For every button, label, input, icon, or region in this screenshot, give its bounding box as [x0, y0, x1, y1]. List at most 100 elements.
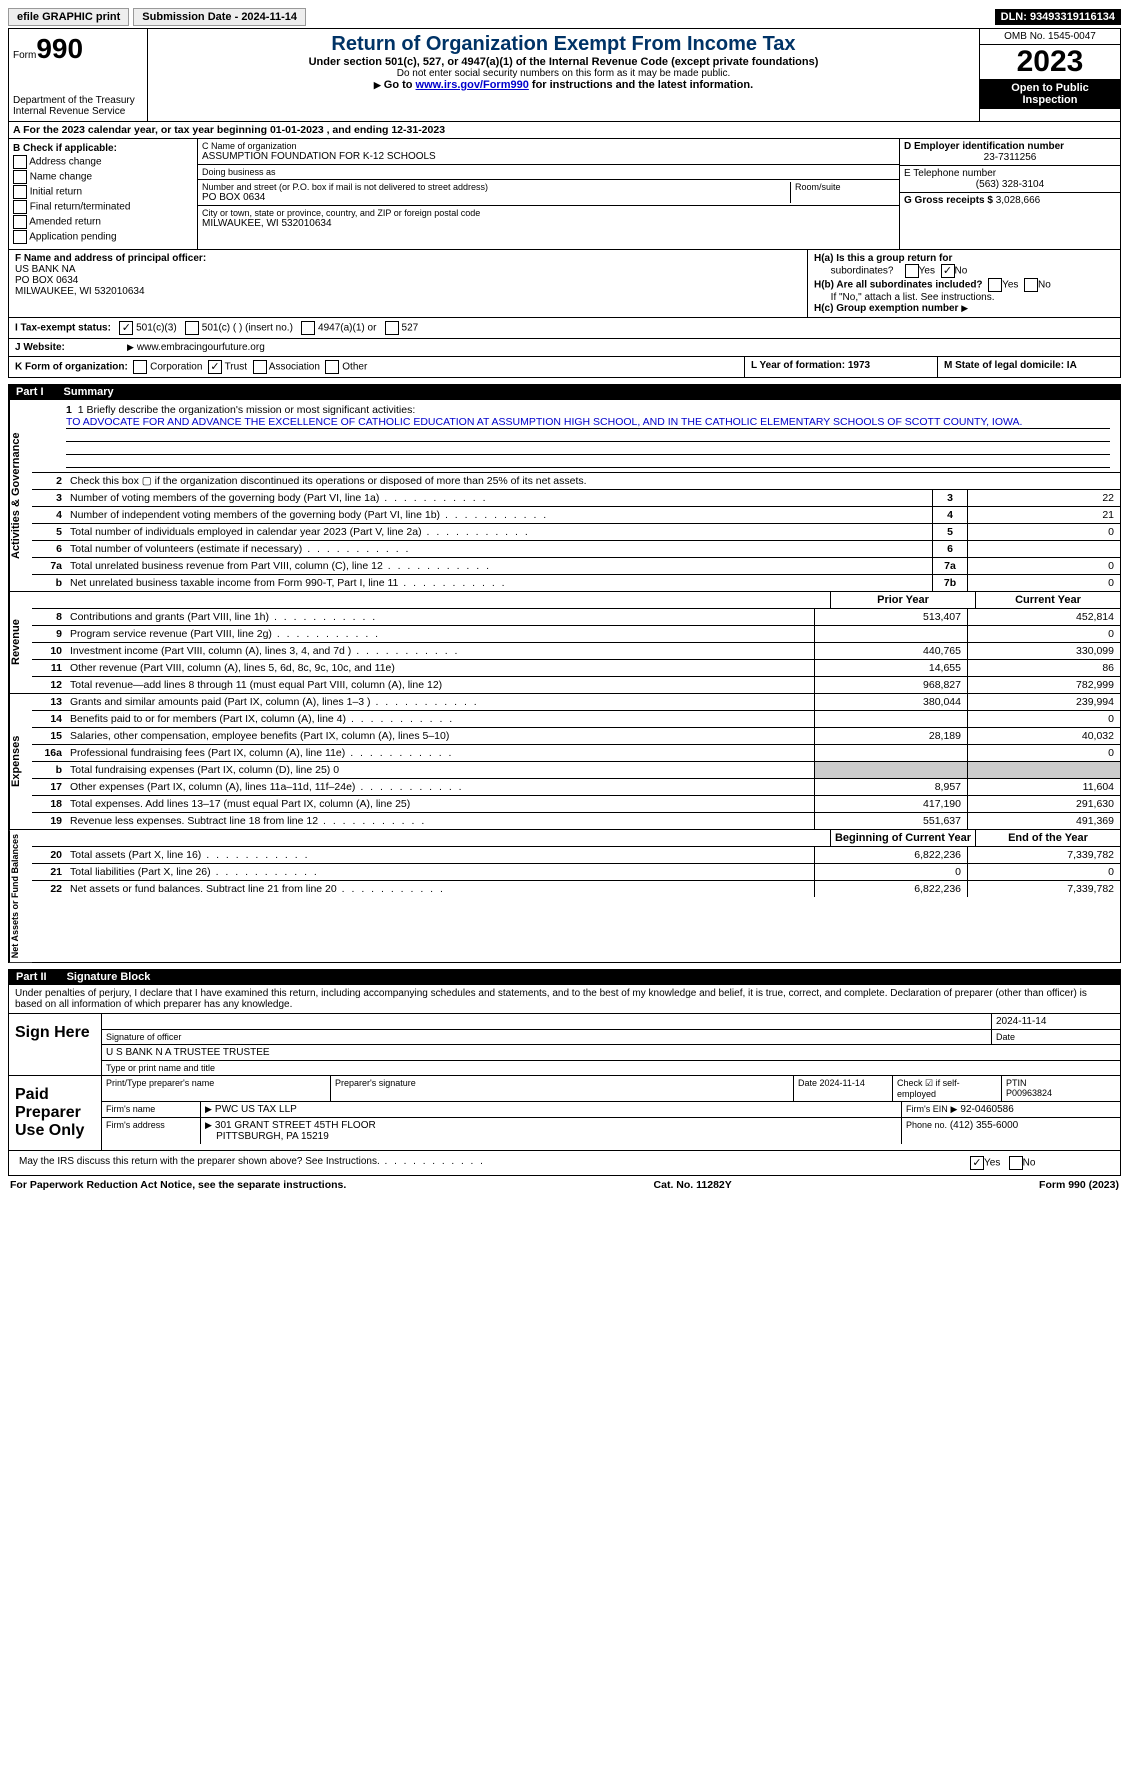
street-label: Number and street (or P.O. box if mail i… — [202, 182, 786, 192]
hb-no[interactable] — [1024, 278, 1038, 292]
ha-no[interactable]: ✓ — [941, 264, 955, 278]
line-5: 5Total number of individuals employed in… — [32, 524, 1120, 541]
chk-527[interactable] — [385, 321, 399, 335]
chk-amended[interactable]: Amended return — [13, 215, 193, 229]
ssn-warning: Do not enter social security numbers on … — [152, 68, 975, 79]
sign-here-label: Sign Here — [9, 1014, 102, 1075]
officer-l3: MILWAUKEE, WI 532010634 — [15, 286, 145, 297]
line-8: 8Contributions and grants (Part VIII, li… — [32, 609, 1120, 626]
line-3: 3Number of voting members of the governi… — [32, 490, 1120, 507]
chk-501c[interactable] — [185, 321, 199, 335]
line-2: 2Check this box ▢ if the organization di… — [32, 473, 1120, 490]
preparer-name-label: Print/Type preparer's name — [102, 1076, 331, 1101]
chk-name-change[interactable]: Name change — [13, 170, 193, 184]
phone-label: E Telephone number — [904, 168, 1116, 179]
city-label: City or town, state or province, country… — [202, 208, 895, 218]
chk-4947[interactable] — [301, 321, 315, 335]
type-name-label: Type or print name and title — [102, 1061, 1120, 1075]
efile-print-button[interactable]: efile GRAPHIC print — [8, 8, 129, 26]
form-subtitle: Under section 501(c), 527, or 4947(a)(1)… — [152, 56, 975, 68]
street-value: PO BOX 0634 — [202, 192, 786, 203]
gross-value: 3,028,666 — [996, 195, 1041, 206]
chk-trust[interactable]: ✓ — [208, 360, 222, 374]
line-9: 9Program service revenue (Part VIII, lin… — [32, 626, 1120, 643]
netassets-section: Net Assets or Fund Balances Beginning of… — [8, 830, 1121, 963]
officer-label: F Name and address of principal officer: — [15, 253, 206, 264]
chk-initial-return[interactable]: Initial return — [13, 185, 193, 199]
gross-label: G Gross receipts $ — [904, 195, 993, 206]
line-15: 15Salaries, other compensation, employee… — [32, 728, 1120, 745]
chk-501c3[interactable]: ✓ — [119, 321, 133, 335]
line-17: 17Other expenses (Part IX, column (A), l… — [32, 779, 1120, 796]
tax-period: A For the 2023 calendar year, or tax yea… — [8, 122, 1121, 139]
irs-link[interactable]: www.irs.gov/Form990 — [416, 79, 529, 91]
name-label: C Name of organization — [202, 141, 895, 151]
form-footer: Form 990 (2023) — [1039, 1179, 1119, 1191]
chk-address-change[interactable]: Address change — [13, 155, 193, 169]
klm-row: K Form of organization: Corporation ✓ Tr… — [8, 357, 1121, 378]
state-domicile: M State of legal domicile: IA — [937, 357, 1120, 377]
line-19: 19Revenue less expenses. Subtract line 1… — [32, 813, 1120, 829]
tax-status-row: I Tax-exempt status: ✓ 501(c)(3) 501(c) … — [8, 318, 1121, 339]
part2-header: Part IISignature Block — [8, 969, 1121, 985]
officer-row: F Name and address of principal officer:… — [8, 250, 1121, 318]
line-7a: 7aTotal unrelated business revenue from … — [32, 558, 1120, 575]
firm-name: PWC US TAX LLP — [215, 1104, 297, 1115]
chk-app-pending[interactable]: Application pending — [13, 230, 193, 244]
chk-assoc[interactable] — [253, 360, 267, 374]
begin-end-header: Beginning of Current YearEnd of the Year — [32, 830, 1120, 847]
revenue-section: Revenue Prior YearCurrent Year 8Contribu… — [8, 592, 1121, 694]
page-footer: For Paperwork Reduction Act Notice, see … — [8, 1176, 1121, 1194]
hc-line: H(c) Group exemption number — [814, 303, 1114, 314]
activities-section: Activities & Governance 1 1 Briefly desc… — [8, 400, 1121, 592]
website-label: J Website: — [15, 342, 65, 353]
netassets-tab: Net Assets or Fund Balances — [9, 830, 32, 962]
ha-yes[interactable] — [905, 264, 919, 278]
discuss-row: May the IRS discuss this return with the… — [9, 1150, 1120, 1175]
line-21: 21Total liabilities (Part X, line 26)00 — [32, 864, 1120, 881]
submission-date-button[interactable]: Submission Date - 2024-11-14 — [133, 8, 306, 26]
sign-here-table: Sign Here 2024-11-14 Signature of office… — [9, 1013, 1120, 1075]
org-name: ASSUMPTION FOUNDATION FOR K-12 SCHOOLS — [202, 151, 895, 162]
hb-line: H(b) Are all subordinates included? Yes … — [814, 278, 1114, 303]
website-value: www.embracingourfuture.org — [137, 342, 265, 353]
sig-officer-label: Signature of officer — [102, 1030, 992, 1044]
line-20: 20Total assets (Part X, line 16)6,822,23… — [32, 847, 1120, 864]
dept-treasury: Department of the Treasury — [13, 95, 143, 106]
irs-label: Internal Revenue Service — [13, 106, 143, 117]
cat-no: Cat. No. 11282Y — [654, 1179, 732, 1191]
hb-yes[interactable] — [988, 278, 1002, 292]
chk-final-return[interactable]: Final return/terminated — [13, 200, 193, 214]
form-header: Form990 Department of the Treasury Inter… — [8, 28, 1121, 122]
officer-l1: US BANK NA — [15, 264, 76, 275]
firm-ein: Firm's EIN 92-0460586 — [902, 1102, 1120, 1117]
self-employed-check[interactable]: Check ☑ if self-employed — [893, 1076, 1002, 1101]
discuss-yes[interactable]: ✓ — [970, 1156, 984, 1170]
line-14: 14Benefits paid to or for members (Part … — [32, 711, 1120, 728]
tax-year: 2023 — [980, 45, 1120, 79]
chk-corp[interactable] — [133, 360, 147, 374]
preparer-date: Date 2024-11-14 — [794, 1076, 893, 1101]
omb-number: OMB No. 1545-0047 — [980, 29, 1120, 45]
discuss-no[interactable] — [1009, 1156, 1023, 1170]
line-4: 4Number of independent voting members of… — [32, 507, 1120, 524]
mission-text: TO ADVOCATE FOR AND ADVANCE THE EXCELLEN… — [66, 416, 1110, 429]
dln: DLN: 93493319116134 — [995, 9, 1121, 25]
revenue-tab: Revenue — [9, 592, 32, 693]
chk-other[interactable] — [325, 360, 339, 374]
pra-notice: For Paperwork Reduction Act Notice, see … — [10, 1179, 346, 1191]
sig-date1: 2024-11-14 — [992, 1014, 1120, 1029]
line-12: 12Total revenue—add lines 8 through 11 (… — [32, 677, 1120, 693]
line-16a: 16aProfessional fundraising fees (Part I… — [32, 745, 1120, 762]
room-label: Room/suite — [795, 182, 895, 192]
line-11: 11Other revenue (Part VIII, column (A), … — [32, 660, 1120, 677]
city-value: MILWAUKEE, WI 532010634 — [202, 218, 895, 229]
paid-preparer-label: Paid Preparer Use Only — [9, 1076, 102, 1150]
officer-l2: PO BOX 0634 — [15, 275, 78, 286]
prior-current-header: Prior YearCurrent Year — [32, 592, 1120, 609]
part1-header: Part ISummary — [8, 384, 1121, 400]
firm-name-label: Firm's name — [102, 1102, 201, 1117]
year-formation: L Year of formation: 1973 — [744, 357, 937, 377]
expenses-tab: Expenses — [9, 694, 32, 829]
ptin-cell: PTINP00963824 — [1002, 1076, 1120, 1101]
